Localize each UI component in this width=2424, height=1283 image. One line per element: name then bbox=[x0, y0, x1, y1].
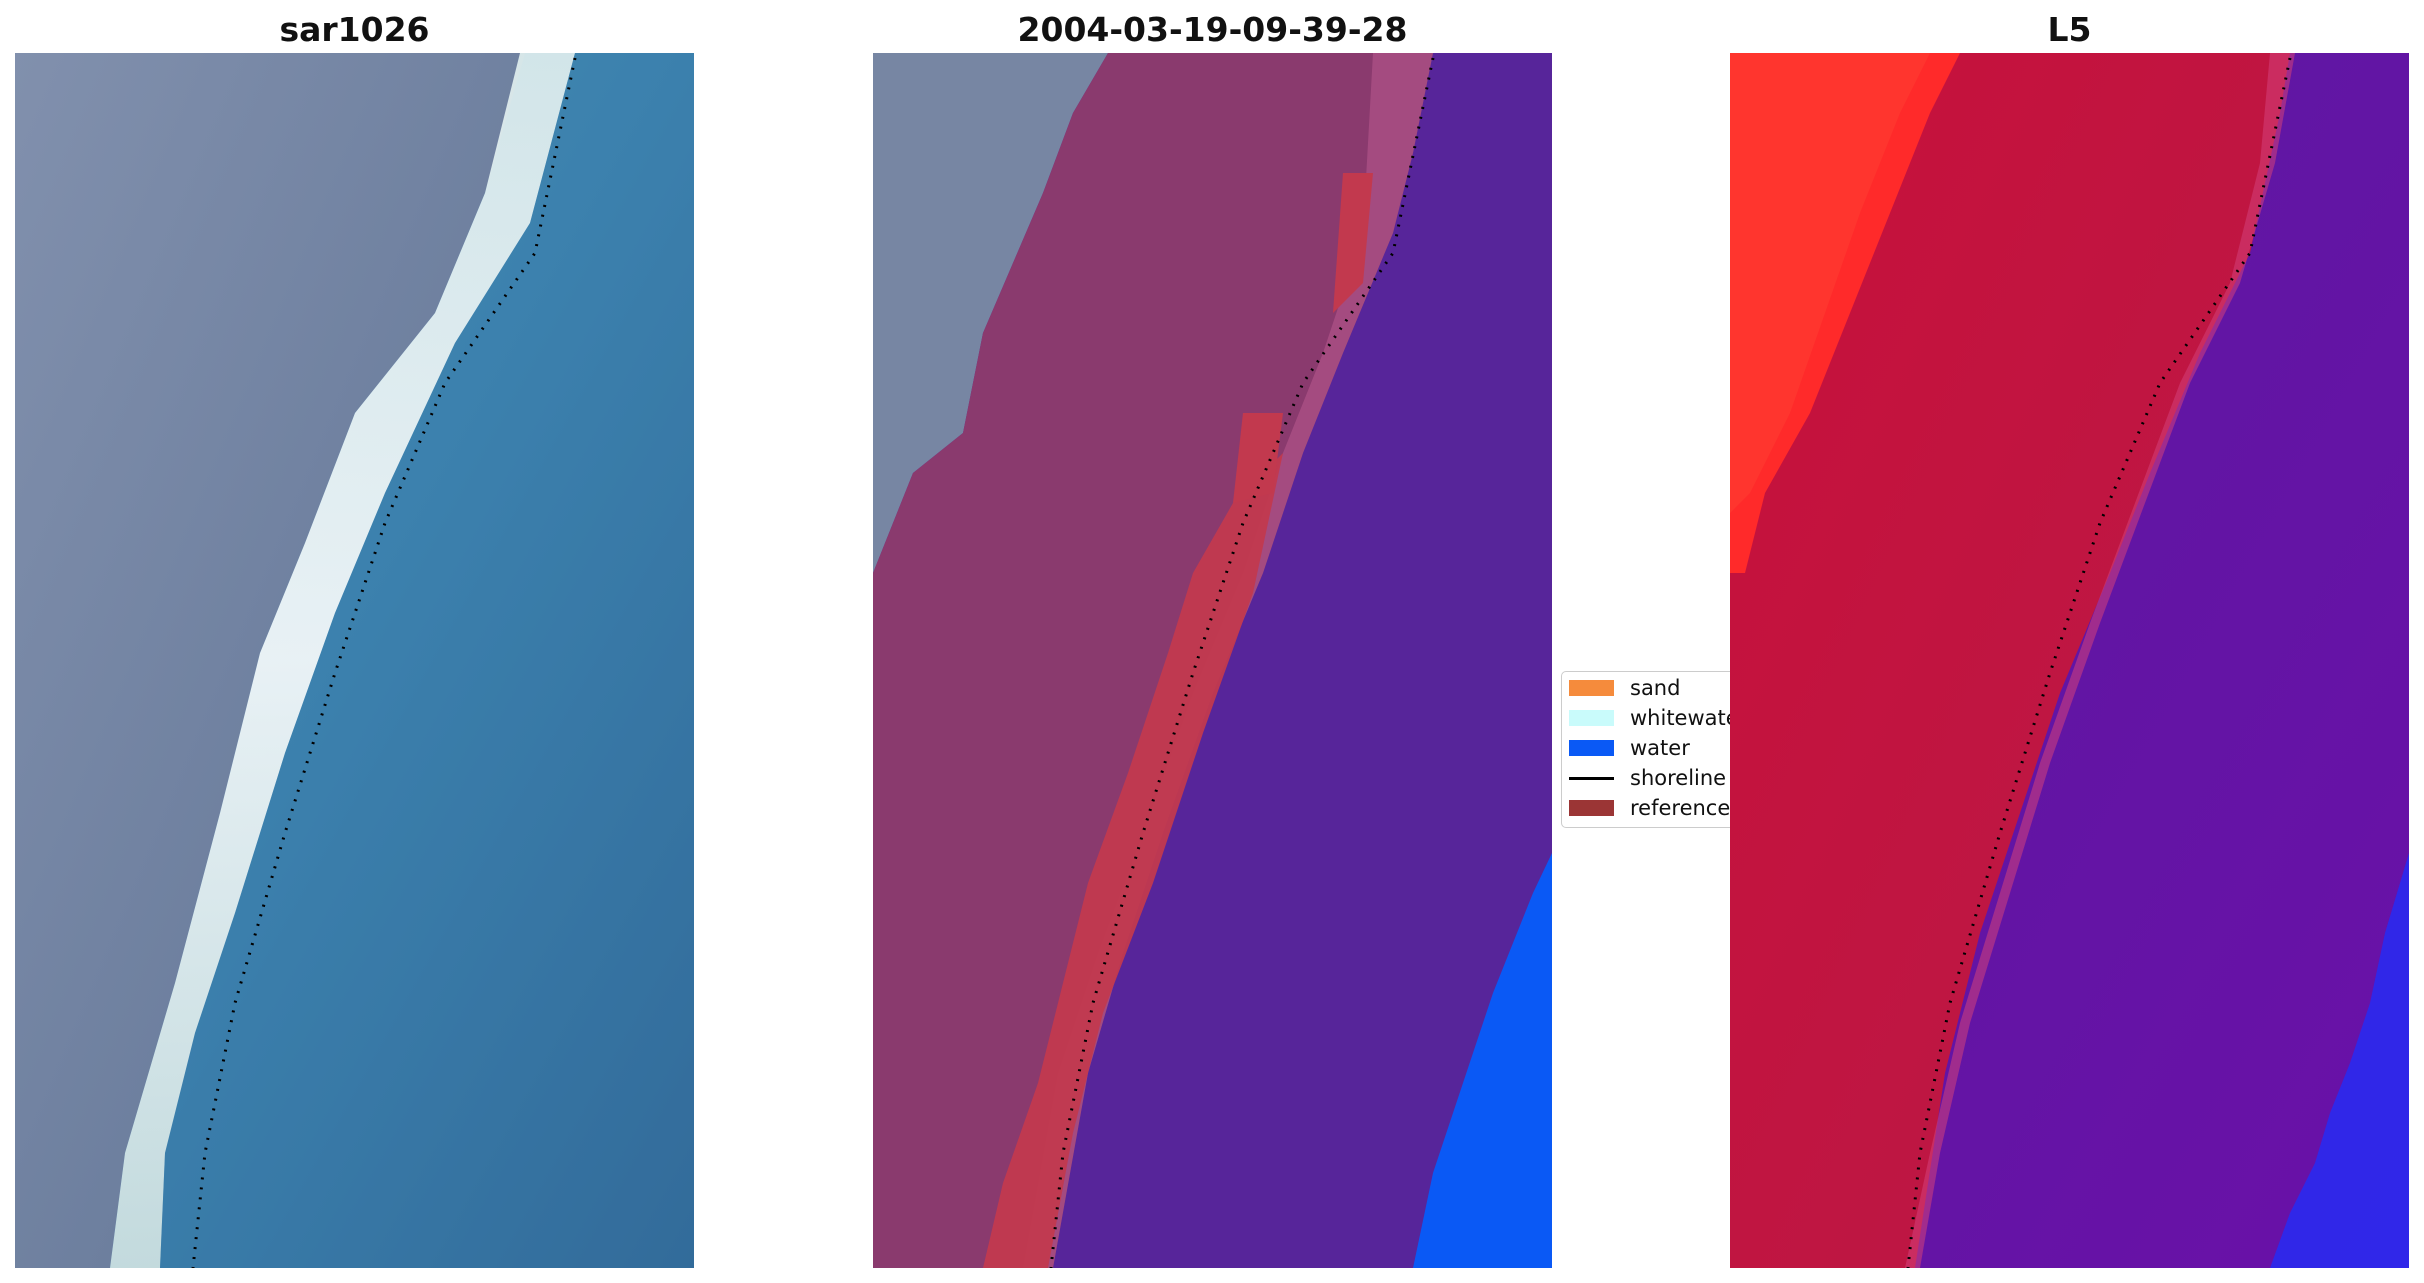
legend-label-whitewater: whitewater bbox=[1630, 706, 1748, 730]
legend: sand whitewater water shoreline referenc… bbox=[1561, 671, 1761, 828]
legend-label-water: water bbox=[1630, 736, 1690, 760]
index-map bbox=[1730, 53, 2409, 1268]
panel-title-index: L5 bbox=[2047, 10, 2092, 49]
classification-map bbox=[873, 53, 1552, 1268]
legend-swatch-whitewater bbox=[1569, 710, 1614, 726]
panel-title-classification: 2004-03-19-09-39-28 bbox=[1017, 10, 1408, 49]
satellite-image bbox=[15, 53, 694, 1268]
legend-label-shoreline: shoreline bbox=[1630, 766, 1727, 790]
legend-item-shoreline: shoreline bbox=[1562, 762, 1760, 792]
legend-item-sand: sand bbox=[1562, 672, 1760, 702]
legend-swatch-sand bbox=[1569, 680, 1614, 696]
panel-title-rgb: sar1026 bbox=[279, 10, 430, 49]
legend-label-sand: sand bbox=[1630, 676, 1681, 700]
legend-item-water: water bbox=[1562, 732, 1760, 762]
legend-item-whitewater: whitewater bbox=[1562, 702, 1760, 732]
legend-label-reference: reference bbox=[1630, 796, 1731, 820]
index-map-panel bbox=[1730, 53, 2409, 1268]
shoreline-dots bbox=[1906, 57, 2292, 1268]
classification-panel bbox=[873, 53, 1552, 1268]
legend-swatch-reference bbox=[1569, 800, 1614, 816]
satellite-image-panel bbox=[15, 53, 694, 1268]
shoreline-dots bbox=[1049, 57, 1435, 1268]
legend-line-shoreline bbox=[1569, 777, 1614, 780]
shoreline-dots bbox=[191, 57, 577, 1268]
legend-swatch-water bbox=[1569, 740, 1614, 756]
legend-item-reference: reference bbox=[1562, 792, 1760, 822]
